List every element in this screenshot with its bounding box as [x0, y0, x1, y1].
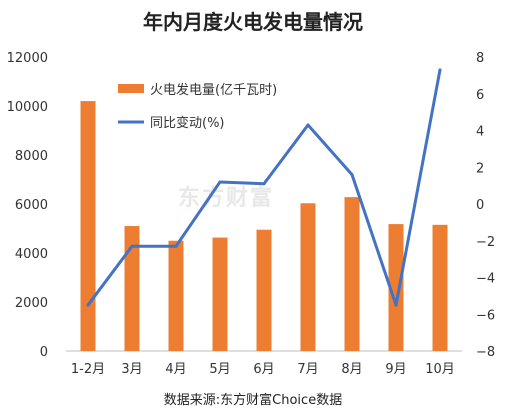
bar [124, 226, 140, 351]
bar [388, 224, 404, 351]
y-right-tick-label: −8 [476, 345, 495, 360]
x-tick-label: 10月 [425, 362, 455, 377]
y-right-tick-label: 0 [476, 198, 484, 213]
line-point [350, 173, 354, 177]
line-point [262, 182, 266, 186]
legend-bar-swatch [118, 84, 144, 93]
bar [256, 229, 272, 351]
bar [168, 240, 184, 351]
y-left-tick-label: 0 [40, 345, 48, 360]
y-left-tick-label: 4000 [15, 247, 48, 262]
line-point [218, 180, 222, 184]
line-point [86, 303, 90, 307]
x-tick-label: 3月 [121, 362, 142, 377]
source-note: 数据来源:东方财富Choice数据 [163, 393, 343, 408]
legend-line-label: 同比变动(%) [150, 115, 225, 131]
line-point [394, 303, 398, 307]
y-right-tick-label: 8 [476, 51, 484, 66]
y-left-tick-label: 8000 [15, 149, 48, 164]
x-tick-label: 6月 [253, 362, 274, 377]
line-point [306, 123, 310, 127]
bar [300, 203, 316, 351]
y-right-tick-label: 4 [476, 125, 484, 140]
bar [344, 197, 360, 351]
y-right-tick-label: −4 [476, 272, 495, 287]
bar [432, 224, 448, 351]
line-point [130, 244, 134, 248]
x-tick-label: 4月 [165, 362, 186, 377]
line-point [174, 244, 178, 248]
chart-title: 年内月度火电发电量情况 [143, 10, 363, 34]
y-right-tick-label: 6 [476, 88, 484, 103]
x-tick-label: 7月 [297, 362, 318, 377]
line-point [438, 68, 442, 72]
bar [212, 237, 228, 351]
legend-bar-label: 火电发电量(亿千瓦时) [150, 82, 277, 98]
y-left-tick-label: 2000 [15, 296, 48, 311]
x-tick-label: 8月 [341, 362, 362, 377]
y-right-tick-label: −2 [476, 235, 495, 250]
bar [80, 101, 96, 351]
x-tick-label: 5月 [209, 362, 230, 377]
x-tick-label: 9月 [385, 362, 406, 377]
y-left-tick-label: 6000 [15, 198, 48, 213]
y-right-tick-label: −6 [476, 308, 495, 323]
watermark: 东方财富 [178, 186, 275, 211]
y-left-tick-label: 12000 [7, 51, 48, 66]
y-right-tick-label: 2 [476, 161, 484, 176]
x-tick-label: 1-2月 [71, 362, 105, 377]
y-left-tick-label: 10000 [7, 100, 48, 115]
